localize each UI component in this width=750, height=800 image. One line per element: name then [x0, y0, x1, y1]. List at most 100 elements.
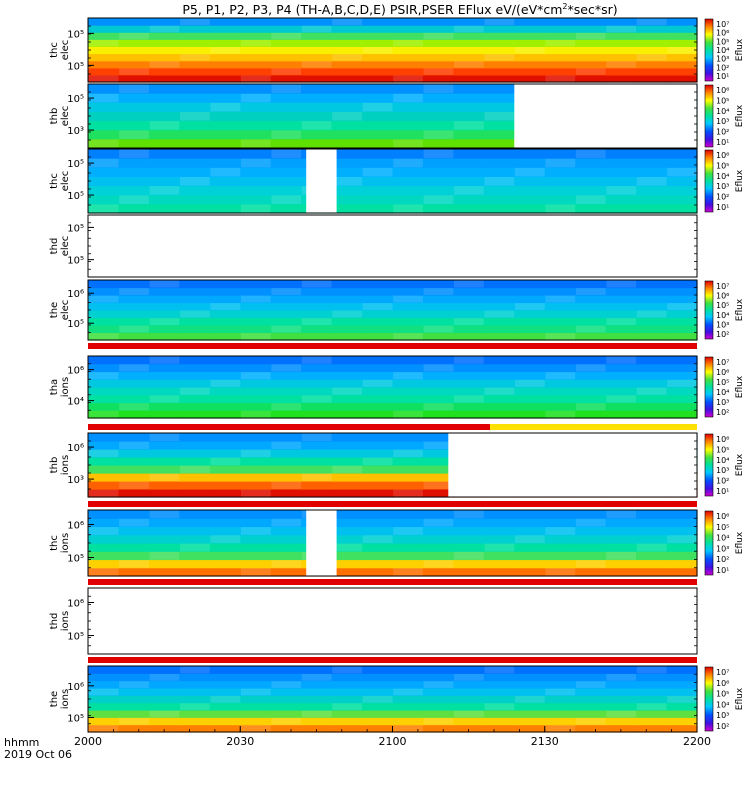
spectrogram-cell — [270, 185, 302, 196]
spectrogram-cell — [453, 710, 485, 718]
spectrogram-cell — [240, 402, 272, 411]
spectrogram-cell — [544, 167, 576, 177]
spectrogram-cell — [331, 39, 363, 47]
spectrogram-cell — [636, 710, 668, 718]
spectrogram-cell — [392, 489, 424, 498]
spectrogram-cell — [148, 356, 180, 365]
spectrogram-cell — [544, 543, 576, 552]
spectrogram-cell — [453, 410, 485, 419]
spectrogram-cell — [392, 387, 424, 396]
spectrogram-cell — [605, 510, 637, 519]
spectrogram-cell — [636, 53, 668, 62]
spectrogram-cell — [362, 710, 394, 718]
spectrogram-cell — [270, 60, 302, 69]
spectrogram-cell — [362, 680, 394, 689]
spectrogram-cell — [453, 402, 485, 411]
colorbar-label: Eflux — [735, 531, 745, 554]
spectrogram-cell — [270, 74, 302, 83]
spectrogram-cell — [422, 543, 454, 552]
spectrogram-cell — [362, 287, 394, 296]
spectrogram-cell — [666, 149, 698, 159]
spectrogram-cell — [209, 46, 241, 55]
spectrogram-cell — [483, 74, 515, 83]
spectrogram-cell — [331, 465, 363, 474]
spectrogram-cell — [118, 473, 150, 482]
spectrogram-cell — [331, 379, 363, 388]
spectrogram-cell — [422, 473, 454, 482]
spectrogram-cell — [362, 149, 394, 159]
x-tick-label: 2030 — [226, 735, 254, 748]
spectrogram-cell — [301, 465, 333, 474]
colorbar-tick-label: 10³ — [716, 182, 729, 191]
spectrogram-cell — [453, 325, 485, 334]
spectrogram-cell — [270, 53, 302, 62]
spectrogram-cell — [301, 371, 333, 380]
spectrogram-cell — [575, 543, 607, 552]
spectrogram-cell — [666, 167, 698, 177]
spectrogram-cell — [148, 534, 180, 544]
spectrogram-cell — [544, 559, 576, 569]
spectrogram-cell — [270, 710, 302, 718]
spectrogram-cell — [636, 567, 668, 577]
colorbar-tick-label: 10⁶ — [716, 368, 729, 377]
x-tick-label: 2100 — [379, 735, 407, 748]
spectrogram-cell — [240, 410, 272, 419]
spectrogram-cell — [209, 394, 241, 404]
spectrogram-cell — [209, 25, 241, 33]
spectrogram-cell — [148, 717, 180, 726]
spectrogram-cell — [575, 32, 607, 40]
spectrogram-cell — [392, 203, 424, 214]
spectrogram-cell — [575, 402, 607, 411]
spectrogram-cell — [544, 302, 576, 311]
colorbar-tick-label: 10¹ — [716, 487, 729, 496]
spectrogram-cell — [179, 39, 211, 47]
spectrogram-cell — [301, 325, 333, 334]
spectrogram-cell — [605, 724, 637, 733]
spectrogram-cell — [605, 688, 637, 696]
spectrogram-cell — [88, 74, 120, 83]
colorbar-tick-label: 10³ — [716, 55, 729, 64]
spectrogram-cell — [179, 67, 211, 76]
spectrogram-cell — [240, 149, 272, 159]
spectrogram-cell — [148, 433, 180, 442]
spectrogram-cell — [422, 93, 454, 103]
spectrogram-cell — [422, 481, 454, 490]
spectrogram-cell — [605, 710, 637, 718]
spectrogram-cell — [362, 551, 394, 561]
spectrogram-cell — [179, 194, 211, 205]
colorbar-tick-label: 10³ — [716, 398, 729, 407]
spectrogram-cell — [179, 46, 211, 55]
colorbar — [704, 18, 714, 82]
spectrogram-cell — [270, 325, 302, 334]
spectrogram-cell — [148, 84, 180, 94]
spectrogram-cell — [636, 74, 668, 83]
spectrogram-cell — [179, 129, 211, 140]
spectrogram-cell — [392, 93, 424, 103]
colorbar-tick-label: 10⁷ — [716, 668, 729, 677]
spectrogram-cell — [362, 84, 394, 94]
spectrogram-cell — [148, 680, 180, 689]
spectrogram-cell — [88, 203, 120, 214]
spectrogram-cell — [392, 695, 424, 704]
spectrogram-cell — [483, 325, 515, 334]
spectrogram-cell — [240, 481, 272, 490]
spectrogram-cell — [514, 387, 546, 396]
spectrogram-cell — [118, 481, 150, 490]
spectrogram-cell — [148, 673, 180, 682]
spectrogram-cell — [575, 60, 607, 69]
spectrogram-cell — [544, 203, 576, 214]
spectrogram-cell — [575, 167, 607, 177]
spectrogram-cell — [392, 551, 424, 561]
spectrogram-cell — [179, 473, 211, 482]
spectrogram-cell — [392, 465, 424, 474]
spectrogram-cell — [605, 410, 637, 419]
spectrogram-cell — [88, 371, 120, 380]
spectrogram-cell — [636, 695, 668, 704]
spectrogram-cell — [483, 18, 515, 26]
spectrogram-cell — [270, 93, 302, 103]
spectrogram-cell — [331, 46, 363, 55]
spectrogram-cell — [148, 666, 180, 674]
colorbar-tick-label: 10⁶ — [716, 679, 729, 688]
spectrogram-cell — [422, 176, 454, 187]
